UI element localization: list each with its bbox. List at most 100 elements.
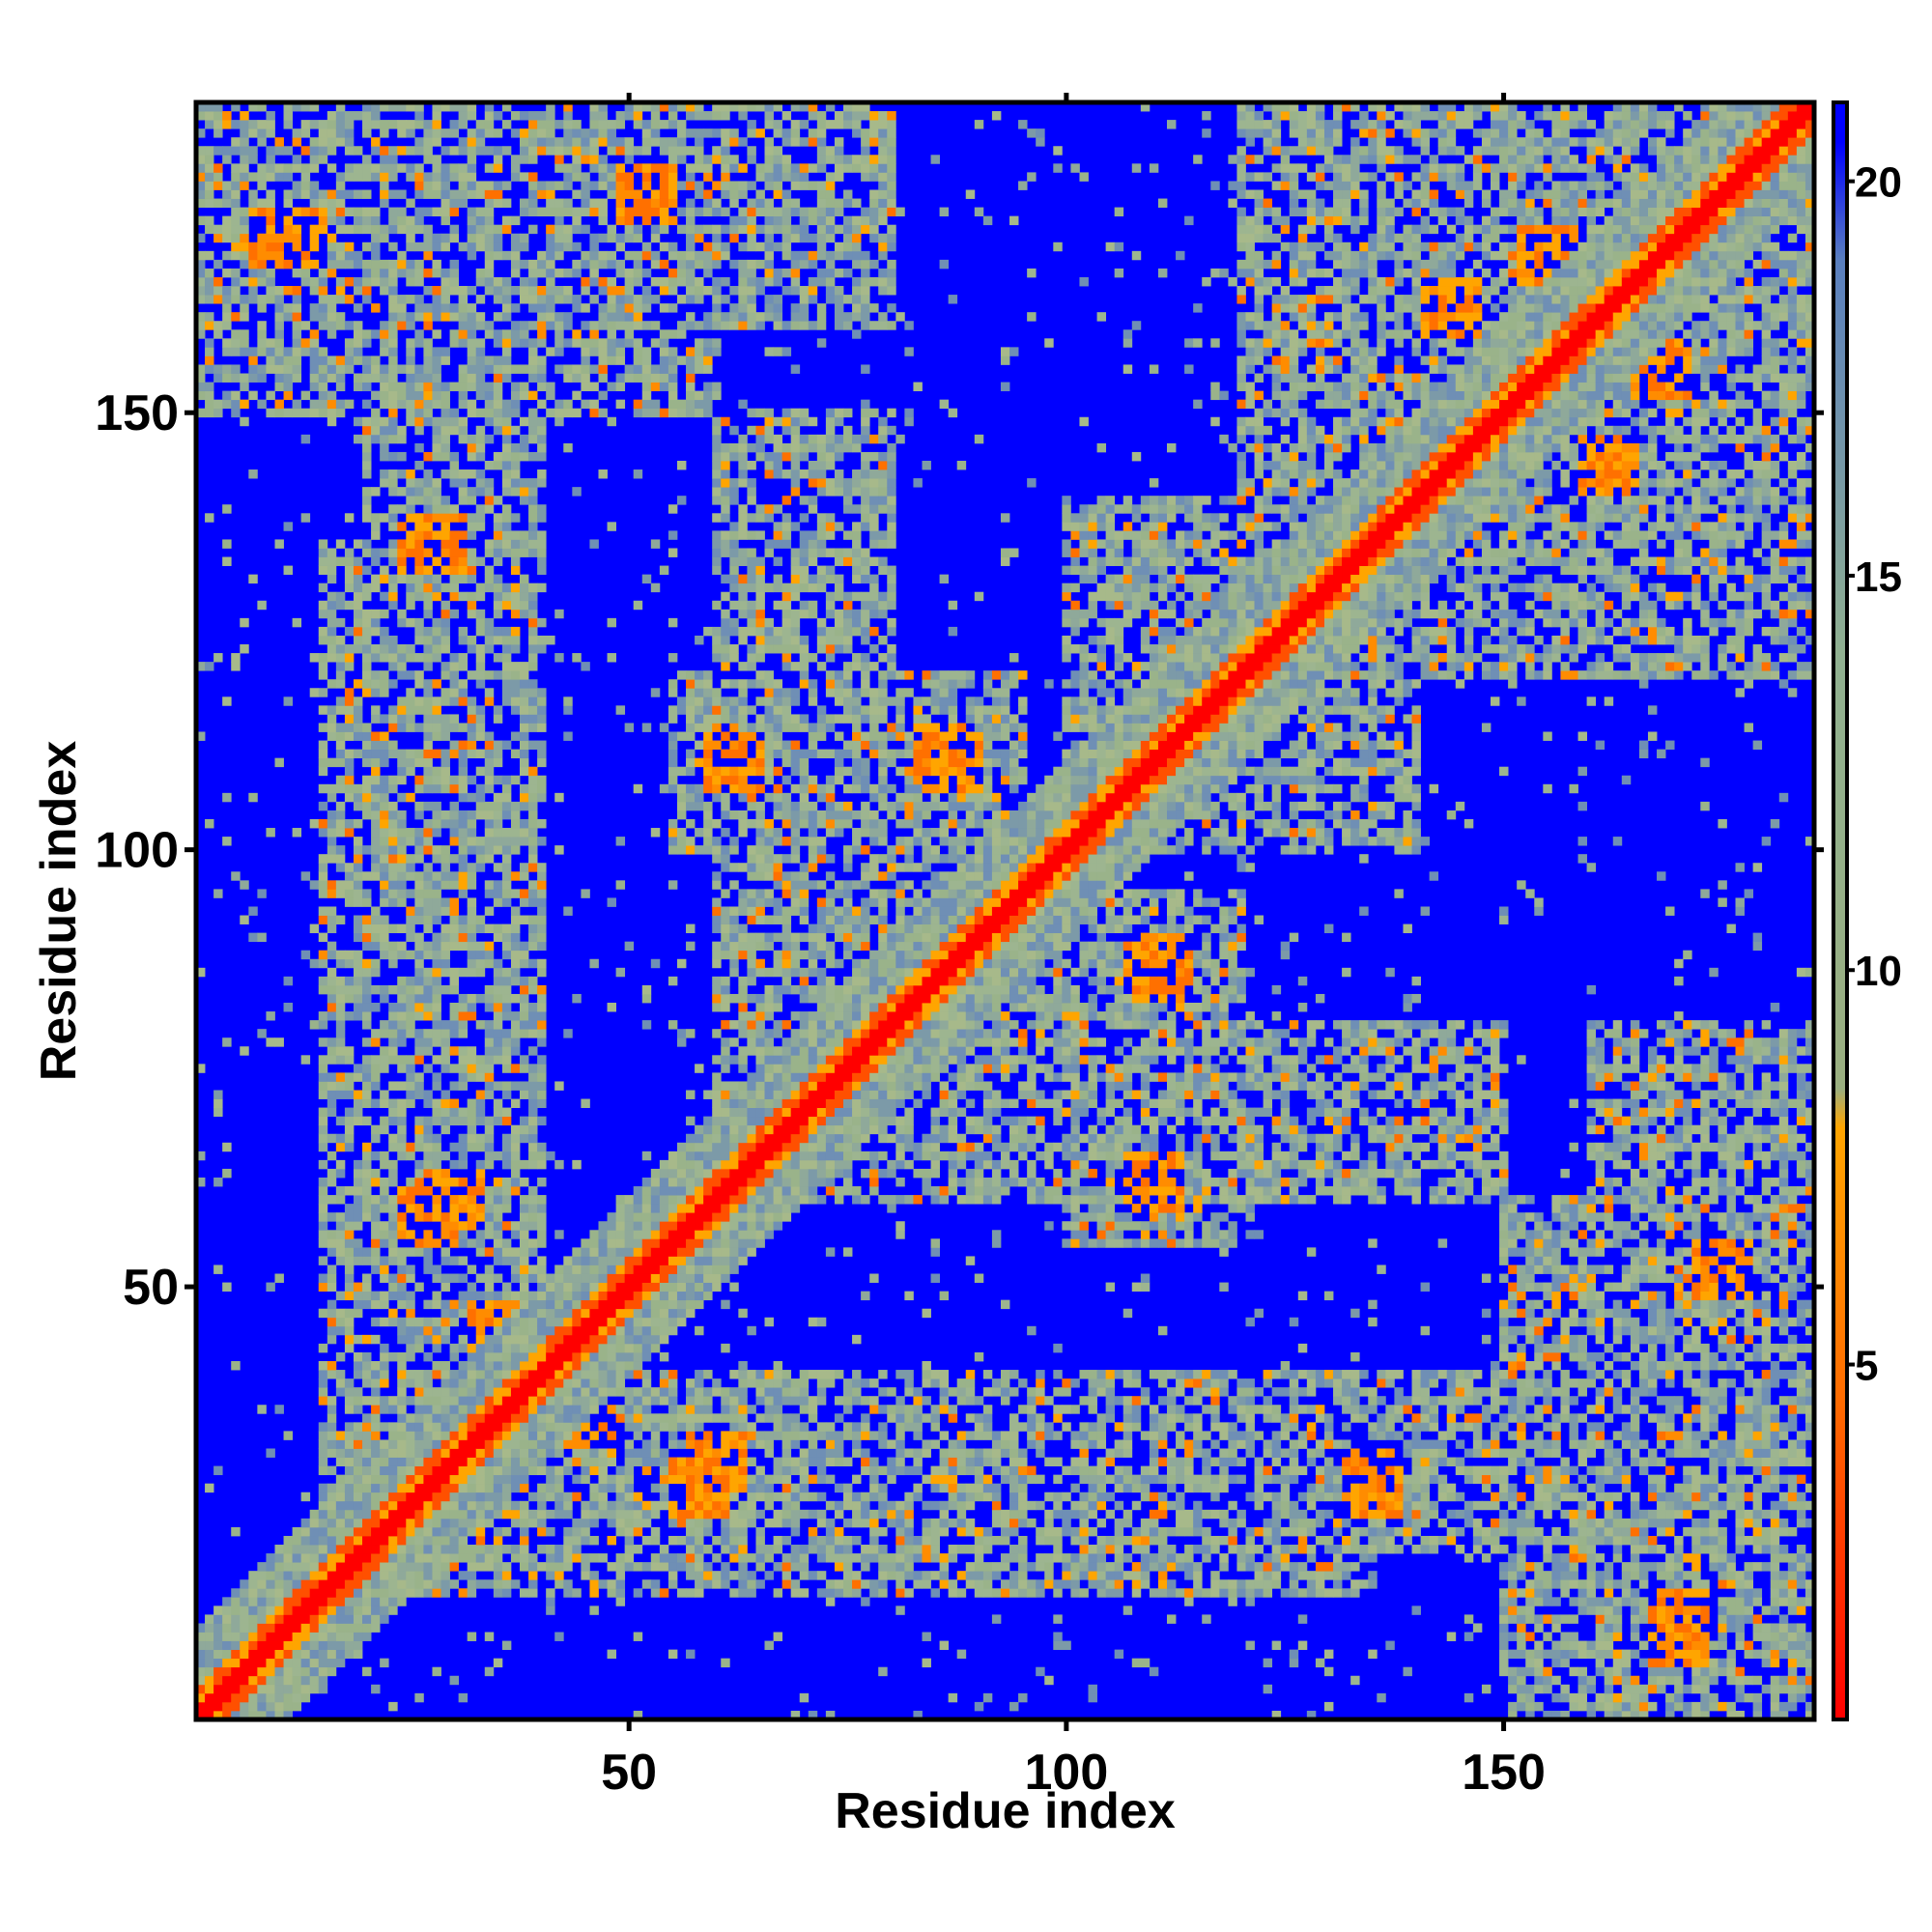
heatmap-cell <box>458 863 469 872</box>
heatmap-cell <box>432 556 441 566</box>
heatmap-cell <box>440 958 450 969</box>
heatmap-cell <box>449 1509 460 1520</box>
heatmap-cell <box>414 1186 424 1196</box>
heatmap-cell <box>458 1571 469 1580</box>
heatmap-cell <box>546 1492 555 1502</box>
heatmap-cell <box>432 1483 441 1493</box>
heatmap-cell <box>686 1291 696 1301</box>
heatmap-cell <box>414 189 424 199</box>
heatmap-cell <box>266 828 275 838</box>
heatmap-cell <box>510 460 521 470</box>
heatmap-cell <box>510 128 521 138</box>
heatmap-cell <box>589 1571 599 1580</box>
heatmap-cell <box>292 321 302 330</box>
heatmap-cell <box>318 1553 328 1563</box>
heatmap-cell <box>528 1142 538 1152</box>
heatmap-cell <box>196 215 206 226</box>
heatmap-cell <box>222 792 232 803</box>
heatmap-cell <box>414 539 424 549</box>
heatmap-cell <box>458 1204 469 1213</box>
heatmap-cell <box>493 1465 503 1476</box>
heatmap-cell <box>406 757 415 768</box>
heatmap-cell <box>475 146 486 156</box>
heatmap-cell <box>528 1518 538 1528</box>
heatmap-cell <box>449 906 460 916</box>
heatmap-cell <box>475 1064 486 1073</box>
heatmap-cell <box>406 889 415 898</box>
heatmap-cell <box>686 1413 696 1423</box>
heatmap-cell <box>659 1545 669 1554</box>
heatmap-cell <box>493 390 503 401</box>
heatmap-cell <box>318 347 328 356</box>
heatmap-cell <box>520 1483 529 1493</box>
heatmap-cell <box>371 172 381 182</box>
heatmap-cell <box>353 1439 363 1449</box>
heatmap-cell <box>650 102 661 112</box>
heatmap-cell <box>676 1413 687 1423</box>
heatmap-cell <box>388 548 398 557</box>
heatmap-cell <box>520 1282 529 1293</box>
heatmap-cell <box>353 617 363 628</box>
heatmap-cell <box>633 1212 643 1222</box>
heatmap-cell <box>554 1230 564 1239</box>
heatmap-cell <box>572 1553 582 1563</box>
heatmap-cell <box>380 1055 389 1065</box>
heatmap-cell <box>362 442 372 453</box>
heatmap-cell <box>327 1483 337 1493</box>
heatmap-cell <box>615 1465 626 1476</box>
heatmap-cell <box>458 1343 469 1353</box>
heatmap-cell <box>493 757 503 768</box>
heatmap-cell <box>668 172 678 182</box>
heatmap-cell <box>528 276 538 287</box>
heatmap-cell <box>292 617 302 628</box>
heatmap-cell <box>380 425 389 436</box>
heatmap-cell <box>641 390 652 401</box>
heatmap-cell <box>520 1273 529 1283</box>
heatmap-cell <box>624 1212 635 1222</box>
heatmap-cell <box>362 1413 372 1423</box>
heatmap-cell <box>274 242 284 252</box>
heatmap-cell <box>388 897 398 907</box>
heatmap-cell <box>388 539 398 549</box>
heatmap-cell <box>388 958 398 969</box>
heatmap-cell <box>344 120 355 129</box>
heatmap-cell <box>213 1107 223 1118</box>
heatmap-cell <box>406 478 415 488</box>
heatmap-cell <box>423 1090 433 1099</box>
heatmap-cell <box>615 837 626 846</box>
heatmap-cell <box>432 1405 441 1414</box>
heatmap-cell <box>686 1483 696 1493</box>
heatmap-cell <box>484 1500 495 1511</box>
heatmap-cell <box>380 128 389 138</box>
heatmap-cell <box>222 1710 232 1720</box>
heatmap-cell <box>668 1413 678 1423</box>
heatmap-cell <box>467 863 477 872</box>
heatmap-cell <box>371 1238 381 1248</box>
heatmap-cell <box>528 976 538 986</box>
heatmap-cell <box>668 1221 678 1231</box>
heatmap-cell <box>475 810 486 820</box>
heatmap-cell <box>353 749 363 759</box>
heatmap-cell <box>563 1361 573 1371</box>
heatmap-cell <box>676 828 687 838</box>
heatmap-cell <box>240 233 249 243</box>
heatmap-cell <box>528 1299 538 1310</box>
heatmap-cell <box>484 906 495 916</box>
heatmap-cell <box>546 120 555 129</box>
heatmap-cell <box>274 329 284 339</box>
heatmap-cell <box>624 233 635 243</box>
heatmap-cell <box>440 1526 450 1537</box>
heatmap-cell <box>493 1046 503 1056</box>
heatmap-cell <box>467 1448 477 1458</box>
heatmap-cell <box>318 1632 328 1641</box>
heatmap-cell <box>633 233 643 243</box>
heatmap-cell <box>676 810 687 820</box>
heatmap-cell <box>353 574 363 584</box>
heatmap-cell <box>528 854 538 864</box>
heatmap-cell <box>335 1518 346 1528</box>
heatmap-cell <box>641 1256 652 1265</box>
heatmap-cell <box>318 1431 328 1440</box>
heatmap-cell <box>449 670 460 680</box>
heatmap-cell <box>581 259 590 270</box>
heatmap-cell <box>546 312 555 322</box>
